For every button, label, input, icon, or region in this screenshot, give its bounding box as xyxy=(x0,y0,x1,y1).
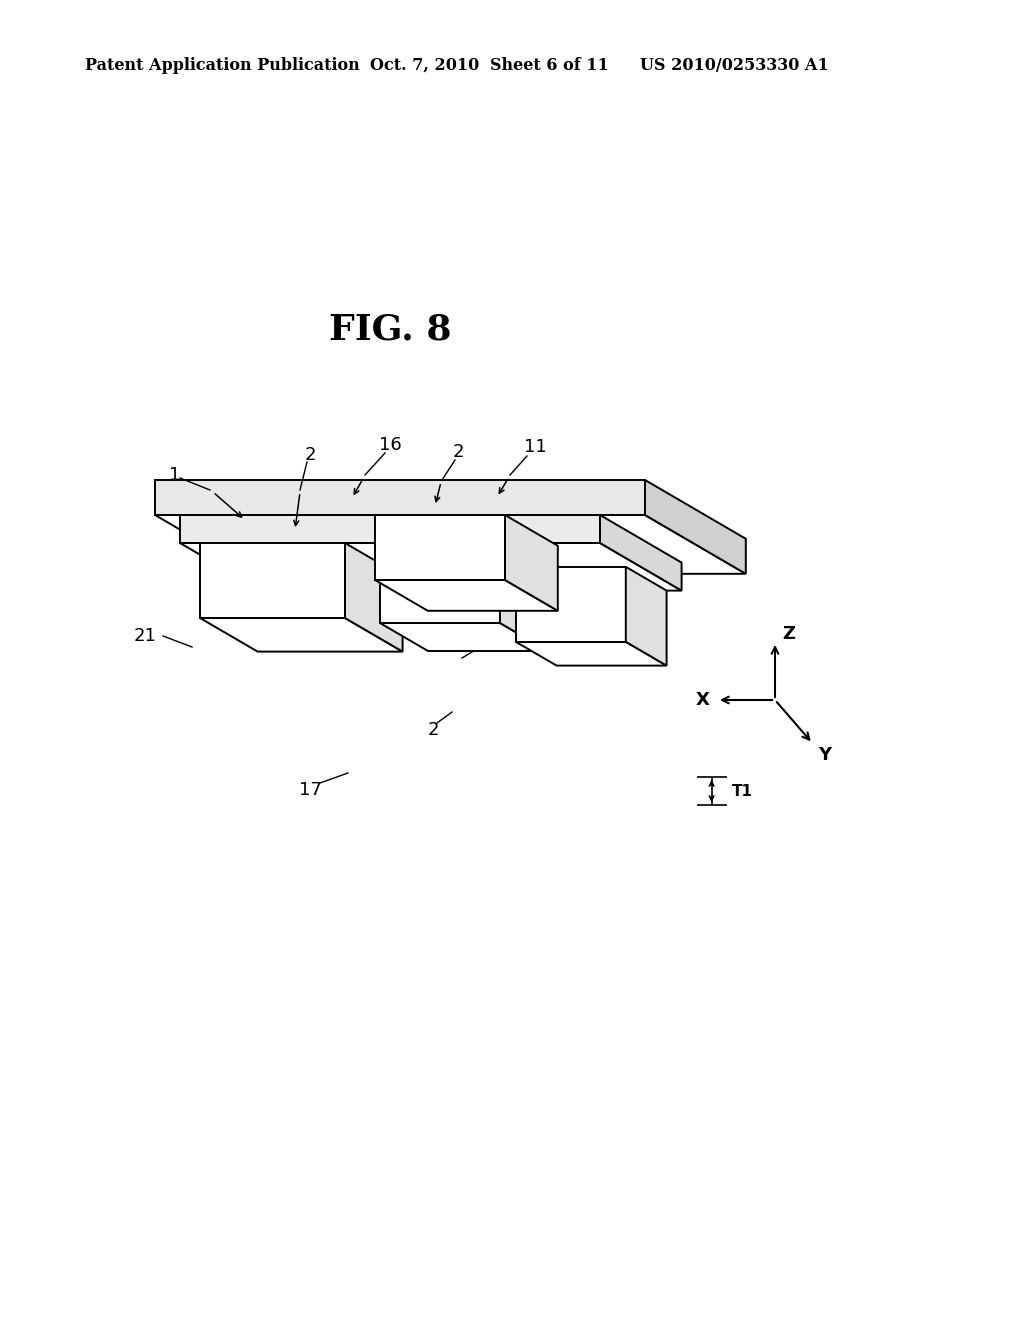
Polygon shape xyxy=(375,579,558,611)
Polygon shape xyxy=(200,618,402,652)
Polygon shape xyxy=(380,623,548,651)
Polygon shape xyxy=(600,515,682,590)
Text: Sheet 6 of 11: Sheet 6 of 11 xyxy=(490,57,608,74)
Text: FIG. 8: FIG. 8 xyxy=(329,313,452,347)
Polygon shape xyxy=(380,543,500,623)
Polygon shape xyxy=(345,543,402,652)
Polygon shape xyxy=(180,515,600,543)
Polygon shape xyxy=(505,515,558,611)
Text: 1: 1 xyxy=(169,466,180,484)
Polygon shape xyxy=(375,515,505,579)
Text: 6: 6 xyxy=(489,631,501,649)
Text: 2: 2 xyxy=(304,446,315,465)
Polygon shape xyxy=(626,566,667,665)
Text: 2: 2 xyxy=(453,444,464,461)
Text: T1: T1 xyxy=(731,784,753,799)
Text: 17: 17 xyxy=(299,781,322,799)
Text: Patent Application Publication: Patent Application Publication xyxy=(85,57,359,74)
Text: Oct. 7, 2010: Oct. 7, 2010 xyxy=(370,57,479,74)
Text: Z: Z xyxy=(782,624,796,643)
Polygon shape xyxy=(155,515,745,574)
Polygon shape xyxy=(500,543,548,651)
Text: 16: 16 xyxy=(379,436,401,454)
Polygon shape xyxy=(516,566,626,642)
Text: 11: 11 xyxy=(523,438,547,455)
Text: 2: 2 xyxy=(427,721,438,739)
Polygon shape xyxy=(200,543,345,618)
Text: US 2010/0253330 A1: US 2010/0253330 A1 xyxy=(640,57,828,74)
Text: 21: 21 xyxy=(133,627,157,645)
Polygon shape xyxy=(516,642,667,665)
Polygon shape xyxy=(645,480,745,574)
Polygon shape xyxy=(155,480,645,515)
Text: X: X xyxy=(696,690,710,709)
Polygon shape xyxy=(180,543,682,590)
Text: Y: Y xyxy=(818,747,831,764)
